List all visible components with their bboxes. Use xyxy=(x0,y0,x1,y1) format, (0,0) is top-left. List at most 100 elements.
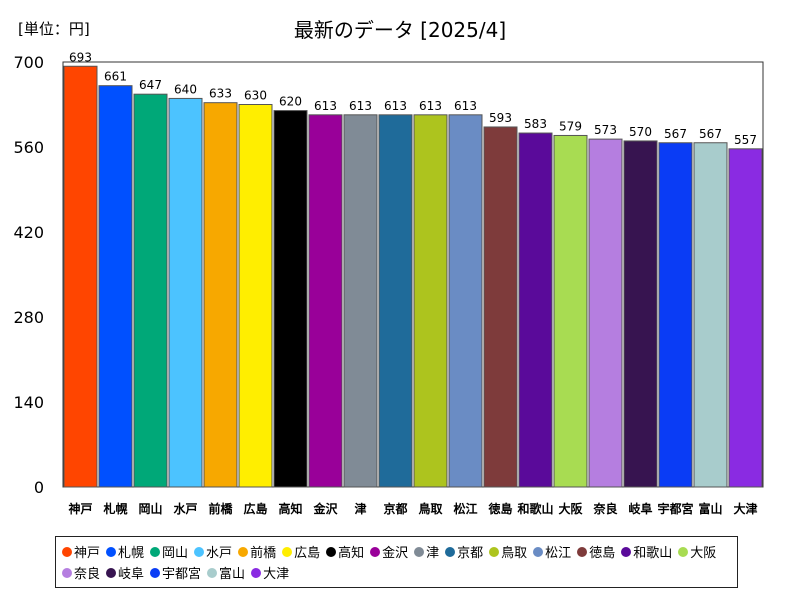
legend-marker xyxy=(577,546,588,557)
legend-label: 札幌 xyxy=(118,546,145,561)
bar xyxy=(483,126,518,488)
x-tick-label: 富山 xyxy=(698,501,722,516)
bar xyxy=(63,65,98,488)
legend-item: 宇都宮 xyxy=(148,562,201,583)
x-tick-label: 奈良 xyxy=(592,501,617,516)
y-tick-label: 280 xyxy=(13,308,44,327)
data-label: 613 xyxy=(349,99,372,113)
bar xyxy=(518,132,553,488)
bar xyxy=(203,102,238,488)
bar xyxy=(308,114,343,488)
x-tick-label: 津 xyxy=(354,501,366,516)
legend-label: 徳島 xyxy=(589,546,616,561)
x-tick-label: 京都 xyxy=(383,501,407,516)
legend-item: 徳島 xyxy=(575,541,615,562)
legend-item: 岐阜 xyxy=(104,562,144,583)
data-label: 630 xyxy=(244,89,267,103)
legend-marker xyxy=(533,546,544,557)
x-tick-label: 札幌 xyxy=(102,501,127,516)
x-tick-label: 徳島 xyxy=(487,501,512,516)
legend-label: 広島 xyxy=(294,546,321,561)
x-tick-label: 大津 xyxy=(733,501,757,516)
bar xyxy=(238,104,273,488)
data-label: 579 xyxy=(559,119,582,133)
unit-label: [単位：円] xyxy=(18,20,90,38)
legend-label: 津 xyxy=(426,546,440,561)
legend-marker xyxy=(62,567,72,578)
legend-marker xyxy=(445,546,456,557)
data-label: 647 xyxy=(139,78,162,92)
legend-item: 岡山 xyxy=(148,541,188,562)
x-tick-label: 宇都宮 xyxy=(657,501,693,516)
legend-item: 奈良 xyxy=(60,562,100,583)
legend-marker xyxy=(251,567,262,578)
legend-item: 鳥取 xyxy=(487,541,527,562)
x-tick-label: 岡山 xyxy=(138,501,162,516)
data-label: 570 xyxy=(629,125,652,139)
bar xyxy=(98,85,133,488)
legend-marker xyxy=(326,546,337,557)
legend-item: 大阪 xyxy=(676,541,716,562)
legend-label: 前橋 xyxy=(250,546,277,561)
bar xyxy=(273,110,308,488)
chart-title: 最新のデータ [2025/4] xyxy=(293,18,507,42)
legend-marker xyxy=(414,546,425,557)
legend-item: 神戸 xyxy=(60,541,100,562)
legend-label: 水戸 xyxy=(206,546,233,561)
bar xyxy=(133,93,168,488)
legend-item: 京都 xyxy=(443,541,483,562)
data-label: 613 xyxy=(314,99,337,113)
legend-marker xyxy=(621,546,632,557)
data-label: 613 xyxy=(419,99,442,113)
x-tick-label: 金沢 xyxy=(312,501,338,516)
legend-item: 広島 xyxy=(280,541,320,562)
bar xyxy=(168,97,203,488)
x-tick-label: 和歌山 xyxy=(516,501,553,516)
legend-item: 高知 xyxy=(324,541,364,562)
bar xyxy=(658,142,693,488)
legend-label: 京都 xyxy=(457,546,484,561)
legend-label: 富山 xyxy=(219,567,246,582)
legend-marker xyxy=(282,546,293,557)
y-tick-label: 700 xyxy=(13,53,44,72)
legend-marker xyxy=(678,546,689,557)
x-tick-label: 岐阜 xyxy=(628,501,652,516)
legend-marker xyxy=(150,546,161,557)
x-tick-label: 高知 xyxy=(278,501,302,516)
data-label: 613 xyxy=(454,99,477,113)
bar xyxy=(693,142,728,488)
bar-chart: 0 140 280 420 560 700 693 神戸 661 札幌 647 岡山 640 水戸 633 前… xyxy=(13,50,764,516)
legend-marker xyxy=(207,567,218,578)
legend-marker xyxy=(106,546,117,557)
legend-label: 宇都宮 xyxy=(162,567,202,582)
x-tick-label: 広島 xyxy=(243,501,267,516)
data-label: 557 xyxy=(734,133,757,147)
y-tick-label: 0 xyxy=(34,478,44,497)
legend-marker xyxy=(194,546,205,557)
legend-label: 岡山 xyxy=(162,546,189,561)
legend-marker xyxy=(370,546,381,557)
x-tick-label: 鳥取 xyxy=(418,501,442,516)
legend-marker xyxy=(150,567,161,578)
y-tick-label: 560 xyxy=(13,138,44,157)
legend-label: 奈良 xyxy=(74,567,101,582)
legend-item: 前橋 xyxy=(236,541,276,562)
legend-item: 松江 xyxy=(531,541,571,562)
x-tick-label: 大阪 xyxy=(558,501,583,516)
legend-item: 和歌山 xyxy=(619,541,672,562)
data-label: 661 xyxy=(104,70,127,84)
y-tick-label: 140 xyxy=(13,393,44,412)
bar xyxy=(448,114,483,488)
legend-label: 大阪 xyxy=(690,546,717,561)
legend-item: 水戸 xyxy=(192,541,232,562)
legend-label: 高知 xyxy=(338,546,365,561)
legend-label: 鳥取 xyxy=(501,546,528,561)
legend-item: 津 xyxy=(412,541,439,562)
legend-label: 和歌山 xyxy=(633,546,673,561)
y-tick-label: 420 xyxy=(13,223,44,242)
bar xyxy=(413,114,448,488)
data-label: 620 xyxy=(279,95,302,109)
legend-marker xyxy=(489,546,500,557)
bar xyxy=(378,114,413,488)
legend-marker xyxy=(238,546,249,557)
